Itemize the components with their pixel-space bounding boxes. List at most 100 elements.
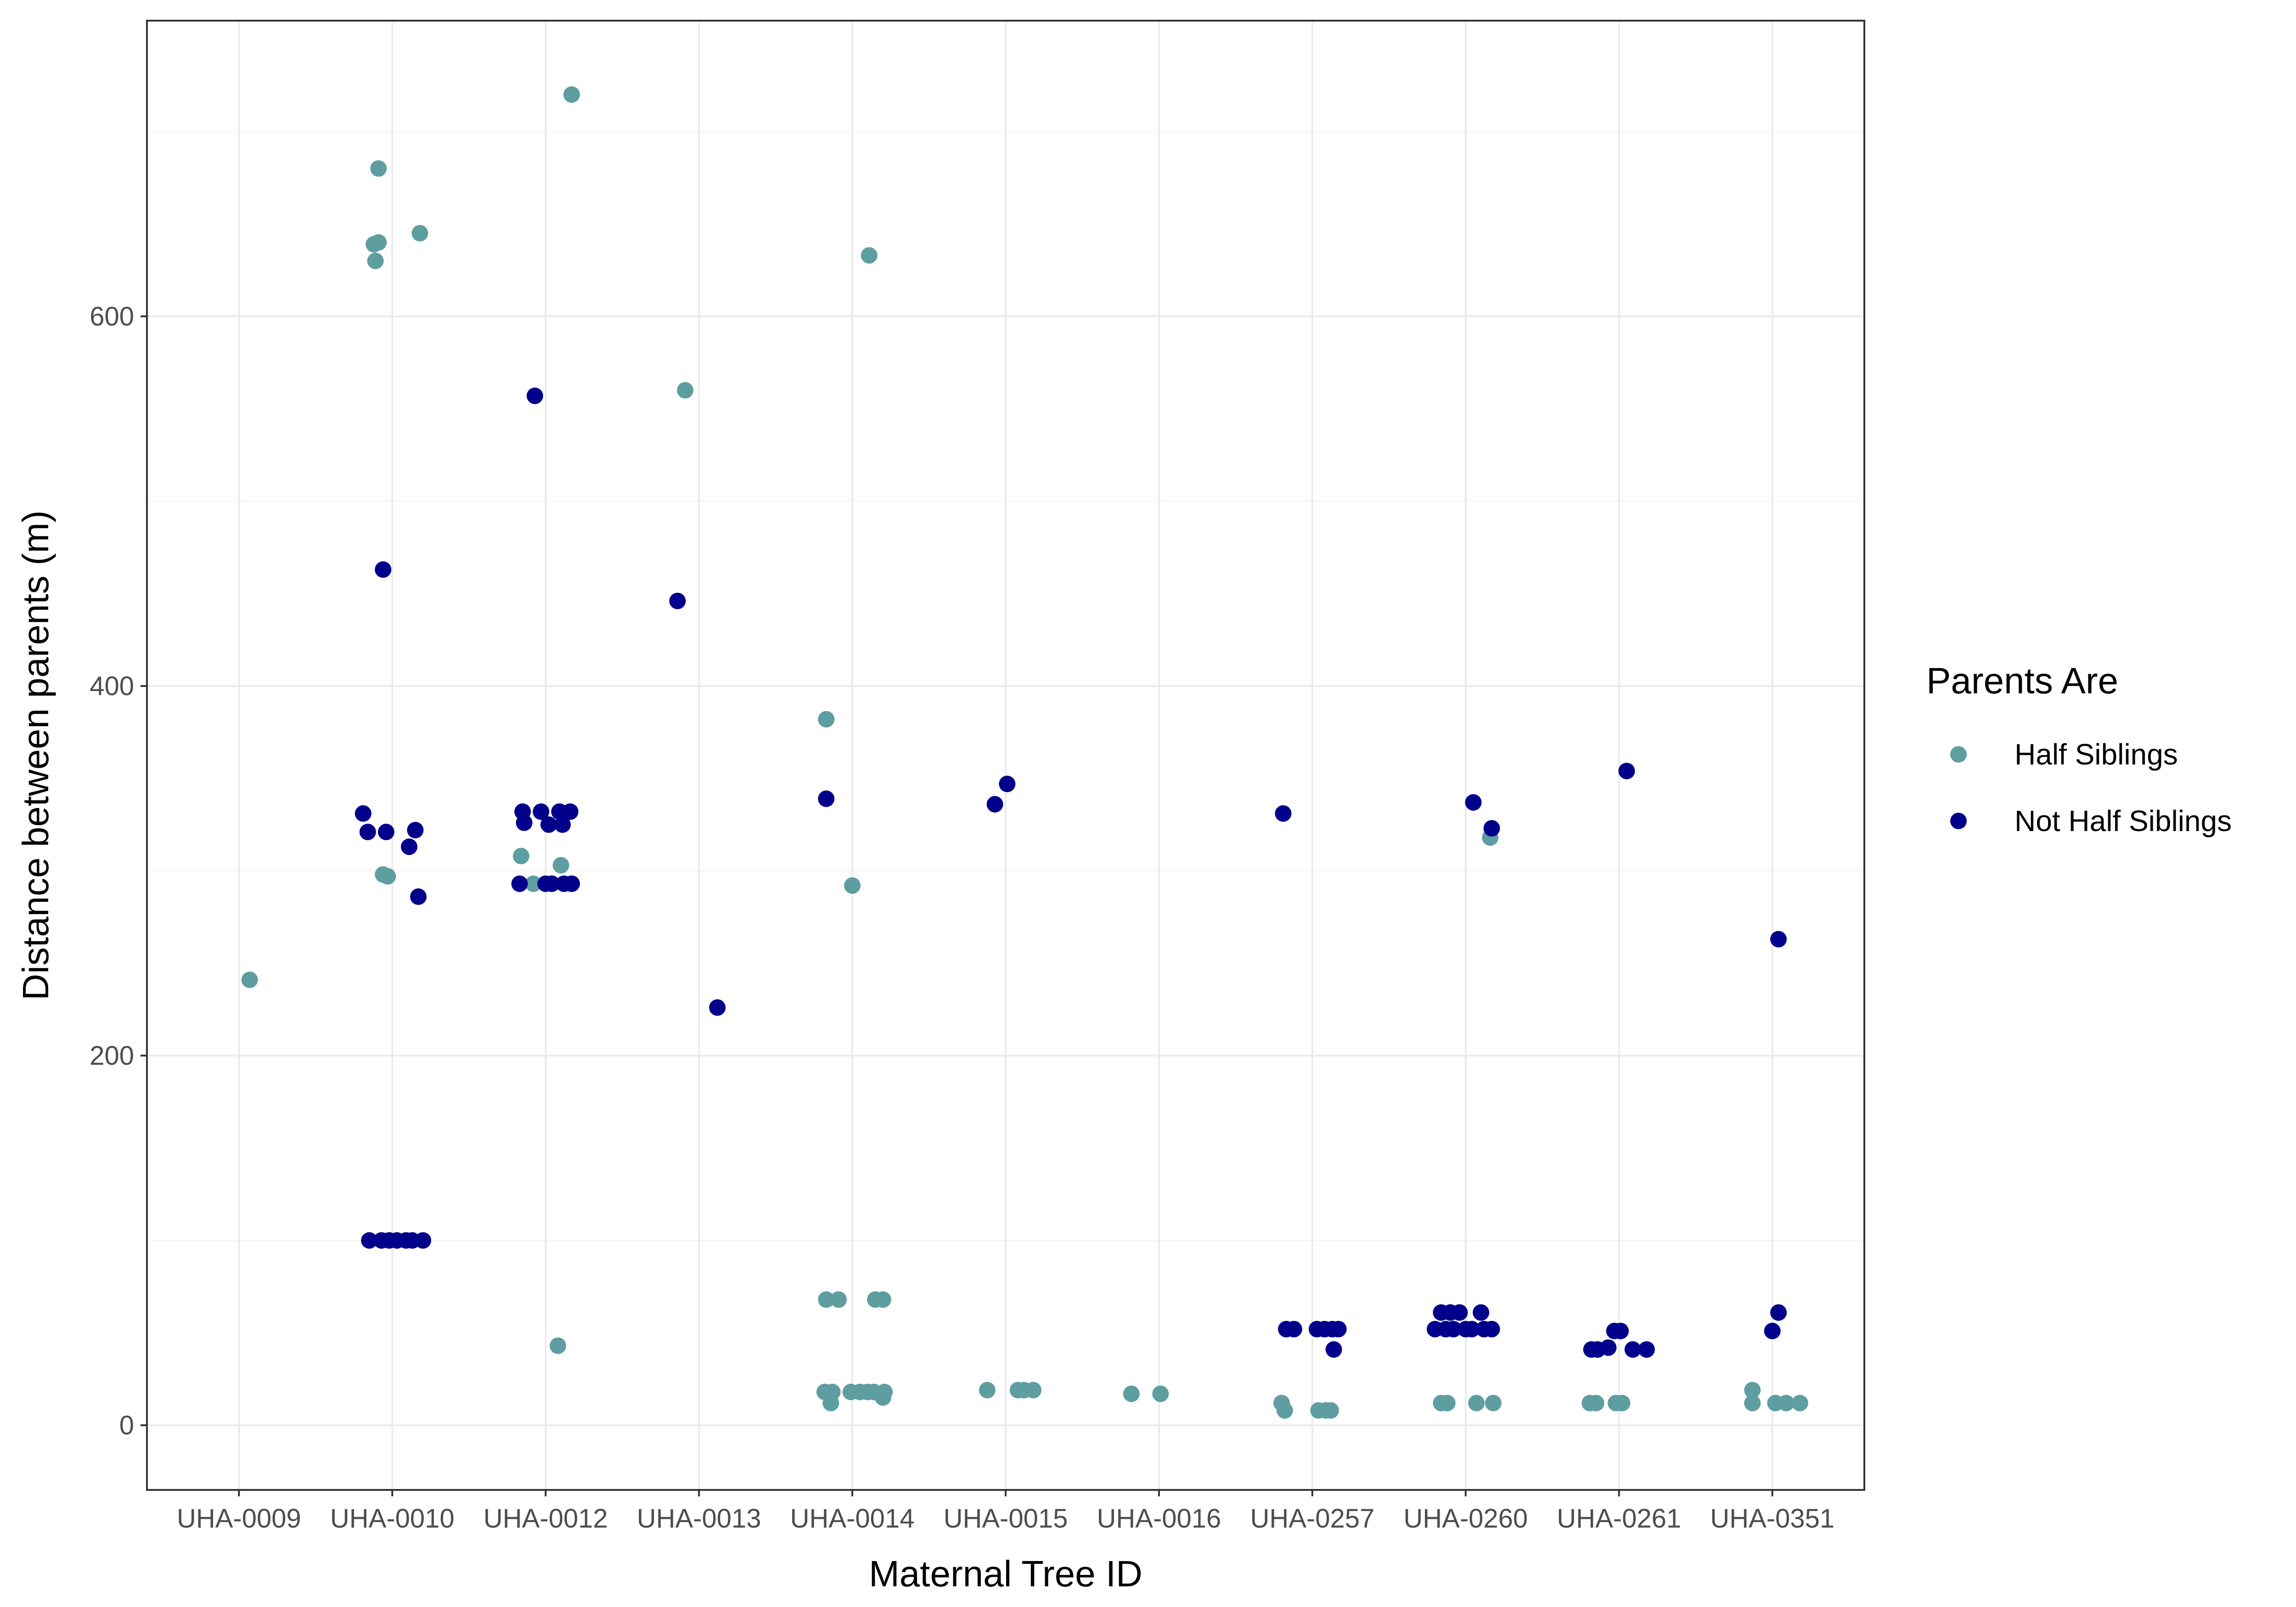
legend-label-half-siblings: Half Siblings (2015, 738, 2178, 771)
data-point-half-siblings (549, 1337, 566, 1354)
data-point-not-half-siblings (361, 1232, 378, 1249)
data-point-not-half-siblings (1483, 820, 1500, 837)
data-point-half-siblings (1468, 1394, 1485, 1411)
grid-lines (147, 21, 1864, 1490)
data-point-half-siblings (861, 247, 878, 264)
y-tick-label: 0 (119, 1410, 134, 1440)
data-point-not-half-siblings (1275, 805, 1292, 822)
data-point-not-half-siblings (1451, 1304, 1468, 1321)
data-point-not-half-siblings (1445, 1320, 1462, 1337)
data-point-half-siblings (830, 1291, 847, 1308)
data-point-not-half-siblings (359, 824, 376, 841)
data-point-half-siblings (552, 857, 569, 874)
data-point-not-half-siblings (818, 790, 835, 807)
data-point-not-half-siblings (709, 999, 726, 1016)
data-point-not-half-siblings (377, 824, 394, 841)
legend-key-not-half-siblings (1950, 813, 1967, 829)
data-point-half-siblings (1322, 1402, 1339, 1419)
data-point-half-siblings (512, 848, 529, 865)
data-point-half-siblings (367, 253, 384, 270)
data-point-not-half-siblings (516, 814, 533, 831)
data-point-not-half-siblings (543, 875, 560, 892)
data-point-half-siblings (822, 1394, 839, 1411)
x-tick-label: UHA-0012 (484, 1504, 608, 1534)
x-tick-label: UHA-0010 (330, 1504, 455, 1534)
y-tick-label: 600 (90, 302, 134, 332)
data-point-not-half-siblings (401, 838, 418, 855)
data-point-half-siblings (844, 877, 861, 894)
data-point-not-half-siblings (986, 796, 1003, 813)
data-point-half-siblings (241, 972, 258, 989)
data-point-half-siblings (525, 875, 542, 892)
data-point-not-half-siblings (540, 816, 557, 833)
y-axis-title: Distance between parents (m) (15, 510, 56, 1000)
data-point-not-half-siblings (526, 388, 543, 405)
data-point-half-siblings (1614, 1394, 1631, 1411)
x-tick-label: UHA-0016 (1097, 1504, 1221, 1534)
data-point-half-siblings (979, 1382, 996, 1399)
data-point-half-siblings (563, 86, 580, 103)
data-point-not-half-siblings (999, 775, 1016, 792)
data-point-not-half-siblings (375, 561, 392, 578)
axis-ticks: 0 200 400 600 UHA-0009 UHA-0010 UHA-0012 UHA-00… (90, 302, 1835, 1534)
data-point-half-siblings (874, 1291, 891, 1308)
legend-title: Parents Are (1926, 660, 2118, 701)
data-point-half-siblings (876, 1383, 893, 1400)
data-point-not-half-siblings (1325, 1341, 1342, 1358)
data-point-not-half-siblings (407, 822, 424, 839)
y-tick-label: 400 (90, 671, 134, 701)
data-point-half-siblings (818, 1291, 835, 1308)
legend-label-not-half-siblings: Not Half Siblings (2015, 804, 2232, 837)
data-point-not-half-siblings (1330, 1320, 1347, 1337)
data-points (241, 86, 1808, 1419)
data-point-half-siblings (1276, 1402, 1293, 1419)
data-point-not-half-siblings (511, 875, 528, 892)
data-point-half-siblings (1791, 1394, 1808, 1411)
data-point-not-half-siblings (1612, 1322, 1629, 1339)
data-point-half-siblings (677, 382, 694, 399)
x-tick-label: UHA-0257 (1250, 1504, 1374, 1534)
data-point-not-half-siblings (1770, 931, 1787, 948)
data-point-not-half-siblings (1618, 763, 1635, 780)
data-point-not-half-siblings (1473, 1304, 1490, 1321)
data-point-half-siblings (1025, 1382, 1042, 1399)
data-point-half-siblings (1587, 1394, 1604, 1411)
x-tick-label: UHA-0015 (944, 1504, 1068, 1534)
data-point-not-half-siblings (563, 875, 580, 892)
x-tick-label: UHA-0260 (1403, 1504, 1528, 1534)
data-point-half-siblings (818, 711, 835, 728)
legend-key-half-siblings (1950, 746, 1967, 763)
x-tick-label: UHA-0261 (1557, 1504, 1681, 1534)
data-point-not-half-siblings (1600, 1339, 1617, 1356)
data-point-half-siblings (1123, 1385, 1140, 1402)
x-tick-label: UHA-0351 (1710, 1504, 1835, 1534)
data-point-not-half-siblings (1770, 1304, 1787, 1321)
y-tick-label: 200 (90, 1041, 134, 1071)
data-point-half-siblings (1778, 1394, 1795, 1411)
data-point-not-half-siblings (554, 816, 571, 833)
data-point-not-half-siblings (1483, 1320, 1500, 1337)
data-point-not-half-siblings (415, 1232, 432, 1249)
x-tick-label: UHA-0014 (790, 1504, 915, 1534)
x-tick-label: UHA-0009 (177, 1504, 301, 1534)
legend: Parents Are Half Siblings Not Half Sibli… (1926, 660, 2232, 837)
data-point-not-half-siblings (1465, 794, 1482, 811)
data-point-not-half-siblings (533, 803, 550, 820)
data-point-not-half-siblings (669, 592, 686, 609)
x-tick-label: UHA-0013 (637, 1504, 761, 1534)
data-point-half-siblings (1744, 1394, 1761, 1411)
data-point-half-siblings (411, 225, 428, 242)
data-point-half-siblings (379, 868, 396, 885)
data-point-half-siblings (1485, 1394, 1502, 1411)
data-point-not-half-siblings (1285, 1320, 1302, 1337)
data-point-not-half-siblings (1463, 1320, 1480, 1337)
data-point-not-half-siblings (410, 888, 427, 905)
data-point-not-half-siblings (562, 803, 579, 820)
data-point-not-half-siblings (1624, 1341, 1641, 1358)
data-point-half-siblings (370, 160, 387, 177)
data-point-half-siblings (370, 234, 387, 251)
data-point-half-siblings (1439, 1394, 1456, 1411)
data-point-not-half-siblings (1764, 1322, 1781, 1339)
